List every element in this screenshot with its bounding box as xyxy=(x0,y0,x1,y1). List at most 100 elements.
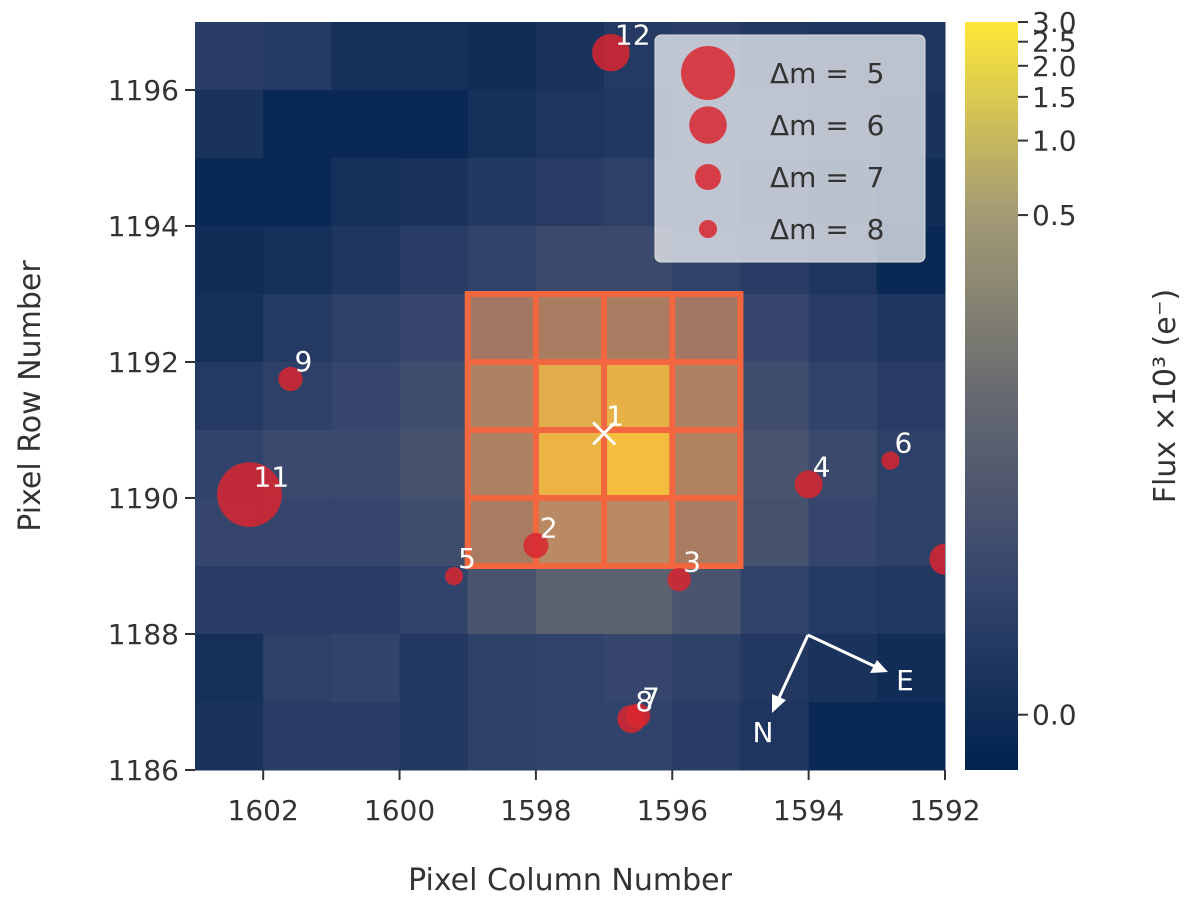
pixel xyxy=(400,22,469,91)
colorbar-tick-label: 1.5 xyxy=(1032,81,1077,114)
pixel xyxy=(740,702,809,771)
colorbar-tick-label: 3.0 xyxy=(1032,6,1077,39)
pixel xyxy=(331,90,400,159)
pixel xyxy=(331,362,400,431)
pixel xyxy=(331,158,400,227)
pixel xyxy=(263,158,332,227)
pixel xyxy=(809,294,878,363)
x-tick-label: 1592 xyxy=(909,794,980,827)
star-label: 12 xyxy=(615,19,651,52)
pixel xyxy=(331,226,400,295)
pixel xyxy=(809,498,878,567)
star-label: 2 xyxy=(540,512,558,545)
colorbar-tick-label: 1.0 xyxy=(1032,125,1077,158)
pixel xyxy=(809,634,878,703)
pixel xyxy=(400,294,469,363)
pixel xyxy=(468,158,537,227)
compass-north: N xyxy=(753,716,774,749)
y-tick-label: 1188 xyxy=(108,618,179,651)
x-tick-label: 1598 xyxy=(500,794,571,827)
star-label: 11 xyxy=(254,461,290,494)
pixel xyxy=(740,634,809,703)
pixel xyxy=(400,158,469,227)
pixel xyxy=(400,634,469,703)
pixel xyxy=(331,430,400,499)
pixel xyxy=(263,702,332,771)
pixel xyxy=(809,362,878,431)
pixel xyxy=(468,226,537,295)
legend-marker xyxy=(695,164,721,190)
star-label: 4 xyxy=(813,450,831,483)
pixel xyxy=(331,566,400,635)
pixel xyxy=(809,702,878,771)
pixel xyxy=(195,566,264,635)
pixel xyxy=(536,226,605,295)
y-tick-label: 1196 xyxy=(108,74,179,107)
legend-label: Δm = 6 xyxy=(770,109,884,142)
pixel xyxy=(195,90,264,159)
pixel xyxy=(740,362,809,431)
pixel xyxy=(468,22,537,91)
x-tick-label: 1596 xyxy=(637,794,708,827)
pixel xyxy=(877,362,946,431)
pixel xyxy=(263,226,332,295)
pixel xyxy=(195,158,264,227)
pixel xyxy=(536,158,605,227)
pixel xyxy=(740,498,809,567)
pixel xyxy=(468,702,537,771)
pixel xyxy=(331,702,400,771)
colorbar-tick-label: 0.5 xyxy=(1032,199,1077,232)
pixel xyxy=(740,566,809,635)
x-tick-label: 1600 xyxy=(364,794,435,827)
pixel xyxy=(468,90,537,159)
y-axis-label: Pixel Row Number xyxy=(13,260,48,532)
pixel xyxy=(331,634,400,703)
x-axis-label: Pixel Column Number xyxy=(408,863,733,897)
pixel xyxy=(195,362,264,431)
pixel xyxy=(672,634,741,703)
star-label: 3 xyxy=(683,546,701,579)
pixel xyxy=(400,362,469,431)
colorbar-tick-label: 0.0 xyxy=(1032,699,1077,732)
x-tick-label: 1602 xyxy=(228,794,299,827)
pixel xyxy=(740,294,809,363)
pixel xyxy=(331,294,400,363)
pixel xyxy=(468,634,537,703)
legend-label: Δm = 8 xyxy=(770,213,884,246)
pixel xyxy=(400,702,469,771)
pixel xyxy=(195,294,264,363)
legend-marker xyxy=(699,220,717,238)
aperture xyxy=(468,294,741,566)
pixel xyxy=(604,566,673,635)
page: {"chart_data": { "type": "heatmap", "xla… xyxy=(0,0,1196,897)
pixel xyxy=(263,90,332,159)
star-label: 9 xyxy=(294,345,312,378)
star-label: 5 xyxy=(458,542,476,575)
pixel xyxy=(400,90,469,159)
y-tick-label: 1186 xyxy=(108,754,179,787)
legend-label: Δm = 7 xyxy=(770,161,884,194)
star xyxy=(929,544,960,575)
pixel xyxy=(536,90,605,159)
y-tick-label: 1194 xyxy=(108,210,179,243)
pixel xyxy=(400,226,469,295)
pixel xyxy=(263,634,332,703)
y-tick-label: 1192 xyxy=(108,346,179,379)
star-label: 6 xyxy=(894,427,912,460)
target-label: 1 xyxy=(606,399,624,432)
y-tick-label: 1190 xyxy=(108,482,179,515)
colorbar-label: Flux ×10³ (e⁻) xyxy=(1148,289,1183,503)
pixel xyxy=(536,702,605,771)
pixel xyxy=(195,702,264,771)
pixel xyxy=(877,566,946,635)
pixel xyxy=(331,498,400,567)
pixel xyxy=(263,22,332,91)
pixel xyxy=(468,566,537,635)
pixel xyxy=(195,22,264,91)
pixel xyxy=(877,702,946,771)
legend-marker xyxy=(681,46,735,100)
pixel xyxy=(331,22,400,91)
pixel xyxy=(195,226,264,295)
pixel xyxy=(263,566,332,635)
pixel xyxy=(536,566,605,635)
